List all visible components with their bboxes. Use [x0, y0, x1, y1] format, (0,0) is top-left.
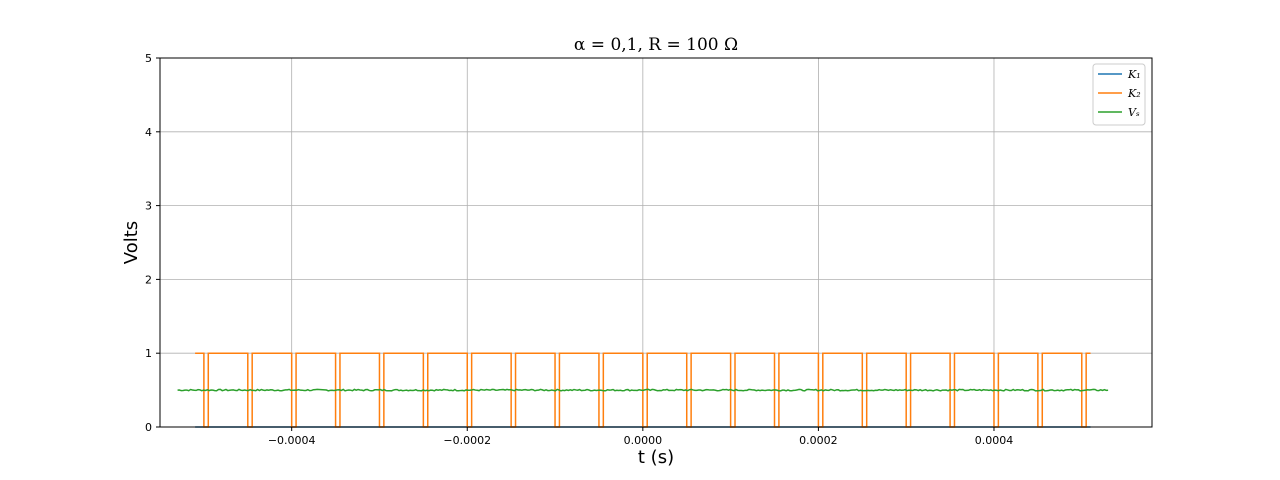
chart-title: α = 0,1, R = 100 Ω	[574, 35, 738, 55]
y-tick-label: 5	[145, 52, 152, 65]
x-tick-label: −0.0004	[268, 434, 316, 447]
x-tick-label: 0.0004	[975, 434, 1014, 447]
y-tick-label: 4	[145, 126, 152, 139]
x-tick-label: 0.0000	[624, 434, 663, 447]
y-axis-label: Volts	[121, 221, 142, 264]
series-line-3	[177, 388, 1109, 392]
legend-label: K₁	[1127, 68, 1141, 81]
y-tick-label: 0	[145, 421, 152, 434]
legend-box	[1092, 63, 1146, 126]
y-tick-label: 1	[145, 347, 152, 360]
legend: K₁ K₂ Vₛ	[1092, 63, 1146, 126]
x-tick-label: −0.0002	[443, 434, 491, 447]
x-tick-label: 0.0002	[799, 434, 838, 447]
plot-frame	[159, 57, 1153, 428]
ticks: −0.0004 −0.0002 0.0000 0.0002 0.0004 0 1 2 3 4 5	[145, 52, 1013, 447]
y-tick-label: 2	[145, 273, 152, 286]
x-axis-label: t (s)	[638, 447, 674, 468]
legend-label: K₂	[1127, 87, 1141, 100]
legend-label: Vₛ	[1128, 106, 1140, 119]
y-tick-label: 3	[145, 200, 152, 213]
